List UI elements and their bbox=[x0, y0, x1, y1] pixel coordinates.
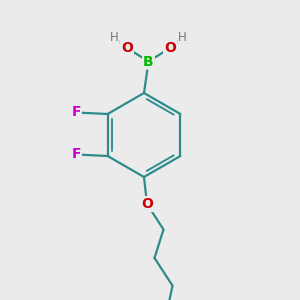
Text: F: F bbox=[71, 106, 81, 119]
Text: B: B bbox=[143, 55, 154, 68]
Text: O: O bbox=[164, 41, 176, 55]
Text: H: H bbox=[178, 31, 187, 44]
Text: O: O bbox=[121, 41, 133, 55]
Text: F: F bbox=[71, 148, 81, 161]
Text: O: O bbox=[141, 197, 153, 211]
Text: H: H bbox=[110, 31, 119, 44]
